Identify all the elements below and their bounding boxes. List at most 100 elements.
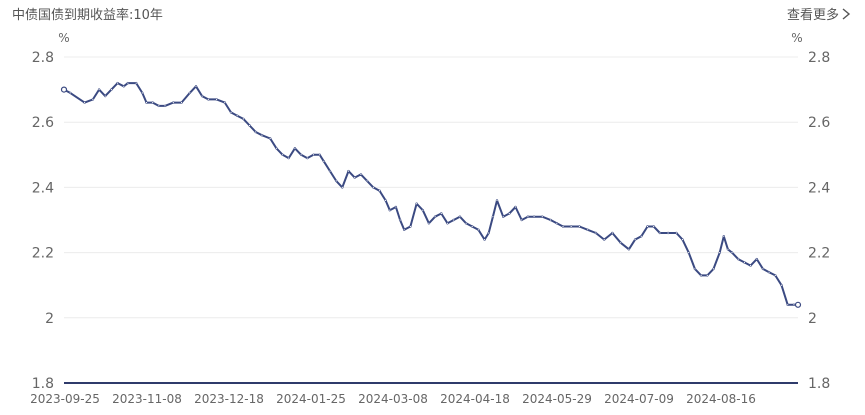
y-tick-label-left: 2: [45, 311, 54, 327]
data-point: [260, 134, 264, 137]
y-tick-label-left: 2.8: [32, 50, 54, 66]
data-point: [68, 91, 72, 95]
data-point: [619, 241, 622, 245]
data-point: [594, 231, 598, 235]
data-point: [502, 215, 505, 218]
data-point: [269, 137, 272, 140]
data-point: [794, 301, 802, 308]
data-point: [464, 222, 468, 225]
data-point: [372, 186, 375, 189]
data-point: [730, 251, 734, 254]
data-point: [681, 238, 684, 241]
y-tick-label-left: 1.8: [32, 376, 54, 392]
data-point: [440, 212, 443, 215]
x-tick-label: 2024-04-18: [440, 392, 510, 406]
data-point: [712, 267, 715, 271]
data-point: [365, 179, 369, 183]
grid-lines: [64, 56, 798, 319]
x-tick-label: 2024-03-08: [358, 392, 428, 406]
data-point: [242, 117, 245, 121]
data-point: [427, 222, 431, 225]
data-point: [394, 205, 398, 209]
data-point: [421, 209, 424, 212]
data-point: [388, 209, 391, 212]
data-point: [157, 104, 161, 108]
data-point: [774, 274, 777, 277]
axes: 1.8 1.8 2 2 2.2 2.2 2.4 2.4 2.6 2.6 2.8 2.8% % 2023-0…: [30, 31, 830, 406]
data-point: [335, 179, 338, 183]
data-point: [526, 215, 530, 218]
data-point: [514, 205, 517, 209]
data-point: [722, 235, 725, 238]
data-point: [483, 238, 486, 241]
data-point: [287, 156, 290, 160]
data-point: [83, 101, 86, 104]
x-tick-label: 2024-08-16: [686, 392, 756, 406]
data-point: [652, 225, 655, 228]
data-point: [378, 189, 381, 192]
data-point: [646, 225, 649, 228]
data-point: [736, 257, 740, 261]
data-point: [194, 85, 198, 88]
data-point: [477, 228, 480, 232]
series-line: [63, 82, 799, 306]
data-point: [495, 199, 499, 202]
data-point: [188, 91, 192, 95]
data-point: [254, 130, 257, 134]
data-point: [726, 248, 730, 251]
data-point: [611, 231, 614, 235]
data-point: [602, 238, 606, 241]
data-point: [578, 225, 581, 228]
data-point: [248, 124, 251, 127]
data-point: [520, 218, 523, 222]
y-tick-label-right: 2.4: [808, 180, 830, 196]
data-point: [561, 225, 565, 228]
data-point: [60, 86, 68, 93]
y-tick-label-right: 2.8: [808, 50, 830, 66]
data-point: [549, 218, 552, 222]
data-point: [322, 160, 325, 163]
data-point: [97, 88, 101, 91]
series-layer: [60, 81, 802, 308]
data-point: [687, 251, 690, 254]
y-unit-right: %: [791, 31, 802, 45]
y-tick-label-left: 2.2: [32, 246, 54, 262]
data-point: [743, 261, 746, 264]
data-point: [786, 303, 789, 306]
data-point: [403, 228, 406, 232]
data-point: [508, 212, 511, 215]
data-point: [541, 215, 544, 218]
data-point: [755, 257, 758, 261]
data-point: [347, 169, 350, 173]
data-point: [229, 111, 233, 114]
data-point: [458, 215, 462, 218]
x-tick-label: 2023-12-18: [194, 392, 264, 406]
data-point: [767, 271, 771, 274]
data-point: [627, 248, 631, 251]
data-point: [433, 215, 437, 218]
y-tick-label-right: 1.8: [808, 376, 830, 392]
data-point: [293, 147, 297, 150]
data-point: [718, 251, 721, 254]
chevron-right-icon: [842, 7, 851, 20]
data-point: [116, 81, 119, 85]
data-point: [384, 199, 387, 202]
data-point: [151, 101, 154, 104]
data-point: [699, 274, 703, 277]
data-point: [172, 101, 175, 104]
x-tick-label: 2024-07-09: [604, 392, 674, 406]
data-point: [532, 215, 536, 218]
data-point: [359, 173, 363, 176]
data-point: [675, 231, 678, 235]
view-more-link[interactable]: 查看更多: [787, 4, 851, 23]
data-point: [126, 81, 130, 85]
data-point: [569, 225, 573, 228]
x-tick-label: 2024-05-29: [522, 392, 592, 406]
data-point: [761, 267, 765, 271]
data-point: [145, 101, 148, 104]
data-point: [215, 98, 218, 101]
data-point: [487, 231, 490, 235]
y-tick-label-right: 2.6: [808, 115, 830, 131]
data-point: [91, 98, 95, 101]
y-unit-left: %: [58, 31, 69, 45]
